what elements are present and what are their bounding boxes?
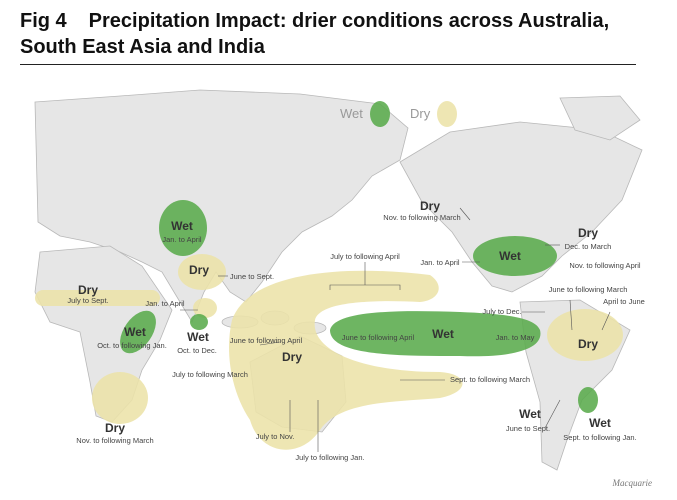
annotation: July to Dec. <box>482 307 521 316</box>
region-name: Wet <box>589 416 611 430</box>
legend-label: Dry <box>410 106 431 121</box>
wet-zone <box>473 236 557 276</box>
annotation: July to Nov. <box>256 432 295 441</box>
precipitation-zones <box>35 200 623 450</box>
legend-swatch <box>370 101 390 127</box>
region-period: Nov. to following March <box>76 436 153 445</box>
annotation: July to following Jan. <box>295 453 364 462</box>
title-rule <box>20 64 636 65</box>
region-period: Oct. to Dec. <box>177 346 217 355</box>
annotation: Jan. to April <box>145 299 185 308</box>
legend-label: Wet <box>340 106 363 121</box>
title-block: Fig 4 Precipitation Impact: drier conditi… <box>20 8 660 60</box>
leader-lines <box>180 207 611 452</box>
region-period: Jan. to April <box>162 235 202 244</box>
wet-zone <box>330 311 541 357</box>
region-name: Dry <box>578 337 598 351</box>
dry-zone <box>229 270 463 450</box>
annotation: April to June <box>603 297 645 306</box>
annotation: Sept. to following March <box>450 375 530 384</box>
region-period: June to Sept. <box>506 424 550 433</box>
region-name: Dry <box>578 226 598 240</box>
region-name: Wet <box>432 327 454 341</box>
region-name: Wet <box>171 219 193 233</box>
dry-zone <box>547 309 623 361</box>
wet-zone <box>578 387 598 413</box>
region-period: Oct. to following Jan. <box>97 341 167 350</box>
region-name: Dry <box>105 421 125 435</box>
dry-zone <box>178 254 226 290</box>
legend-swatch <box>437 101 457 127</box>
wet-zone <box>120 310 156 354</box>
region-period: Dec. to March <box>565 242 612 251</box>
region-period: Sept. to following Jan. <box>563 433 636 442</box>
annotation: Nov. to following April <box>569 261 640 270</box>
region-period: Jan. to April <box>420 258 460 267</box>
annotation: June to following April <box>342 333 415 342</box>
annotation: June to following March <box>549 285 628 294</box>
source: Macquarie <box>612 478 653 488</box>
region-name: Dry <box>78 283 98 297</box>
region-period: July to Sept. <box>67 296 108 305</box>
region-labels: Wet Jan. to April Dry June to Sept. Dry … <box>67 199 636 445</box>
dry-zone <box>35 290 160 306</box>
annotation: July to following March <box>172 370 248 379</box>
region-name: Dry <box>420 199 440 213</box>
annotation: July to following April <box>330 252 400 261</box>
dry-zone <box>92 372 148 424</box>
wet-zone <box>159 200 207 256</box>
dry-zone <box>193 298 217 318</box>
region-name: Dry <box>189 263 209 277</box>
wet-zone <box>190 314 208 330</box>
region-name: Wet <box>519 407 541 421</box>
annotations: Jan. to April June to following April Ju… <box>145 252 644 462</box>
region-name: Wet <box>187 330 209 344</box>
region-name: Wet <box>124 325 146 339</box>
region-period: June to Sept. <box>230 272 274 281</box>
legend: Wet Dry <box>340 101 457 127</box>
region-name: Wet <box>499 249 521 263</box>
title: Precipitation Impact: drier conditions a… <box>20 10 610 58</box>
annotation: June to following April <box>230 336 303 345</box>
region-name: Dry <box>282 350 302 364</box>
region-period: Nov. to following March <box>383 213 460 222</box>
region-period: Jan. to May <box>496 333 535 342</box>
figure-number: Fig 4 <box>20 10 67 32</box>
